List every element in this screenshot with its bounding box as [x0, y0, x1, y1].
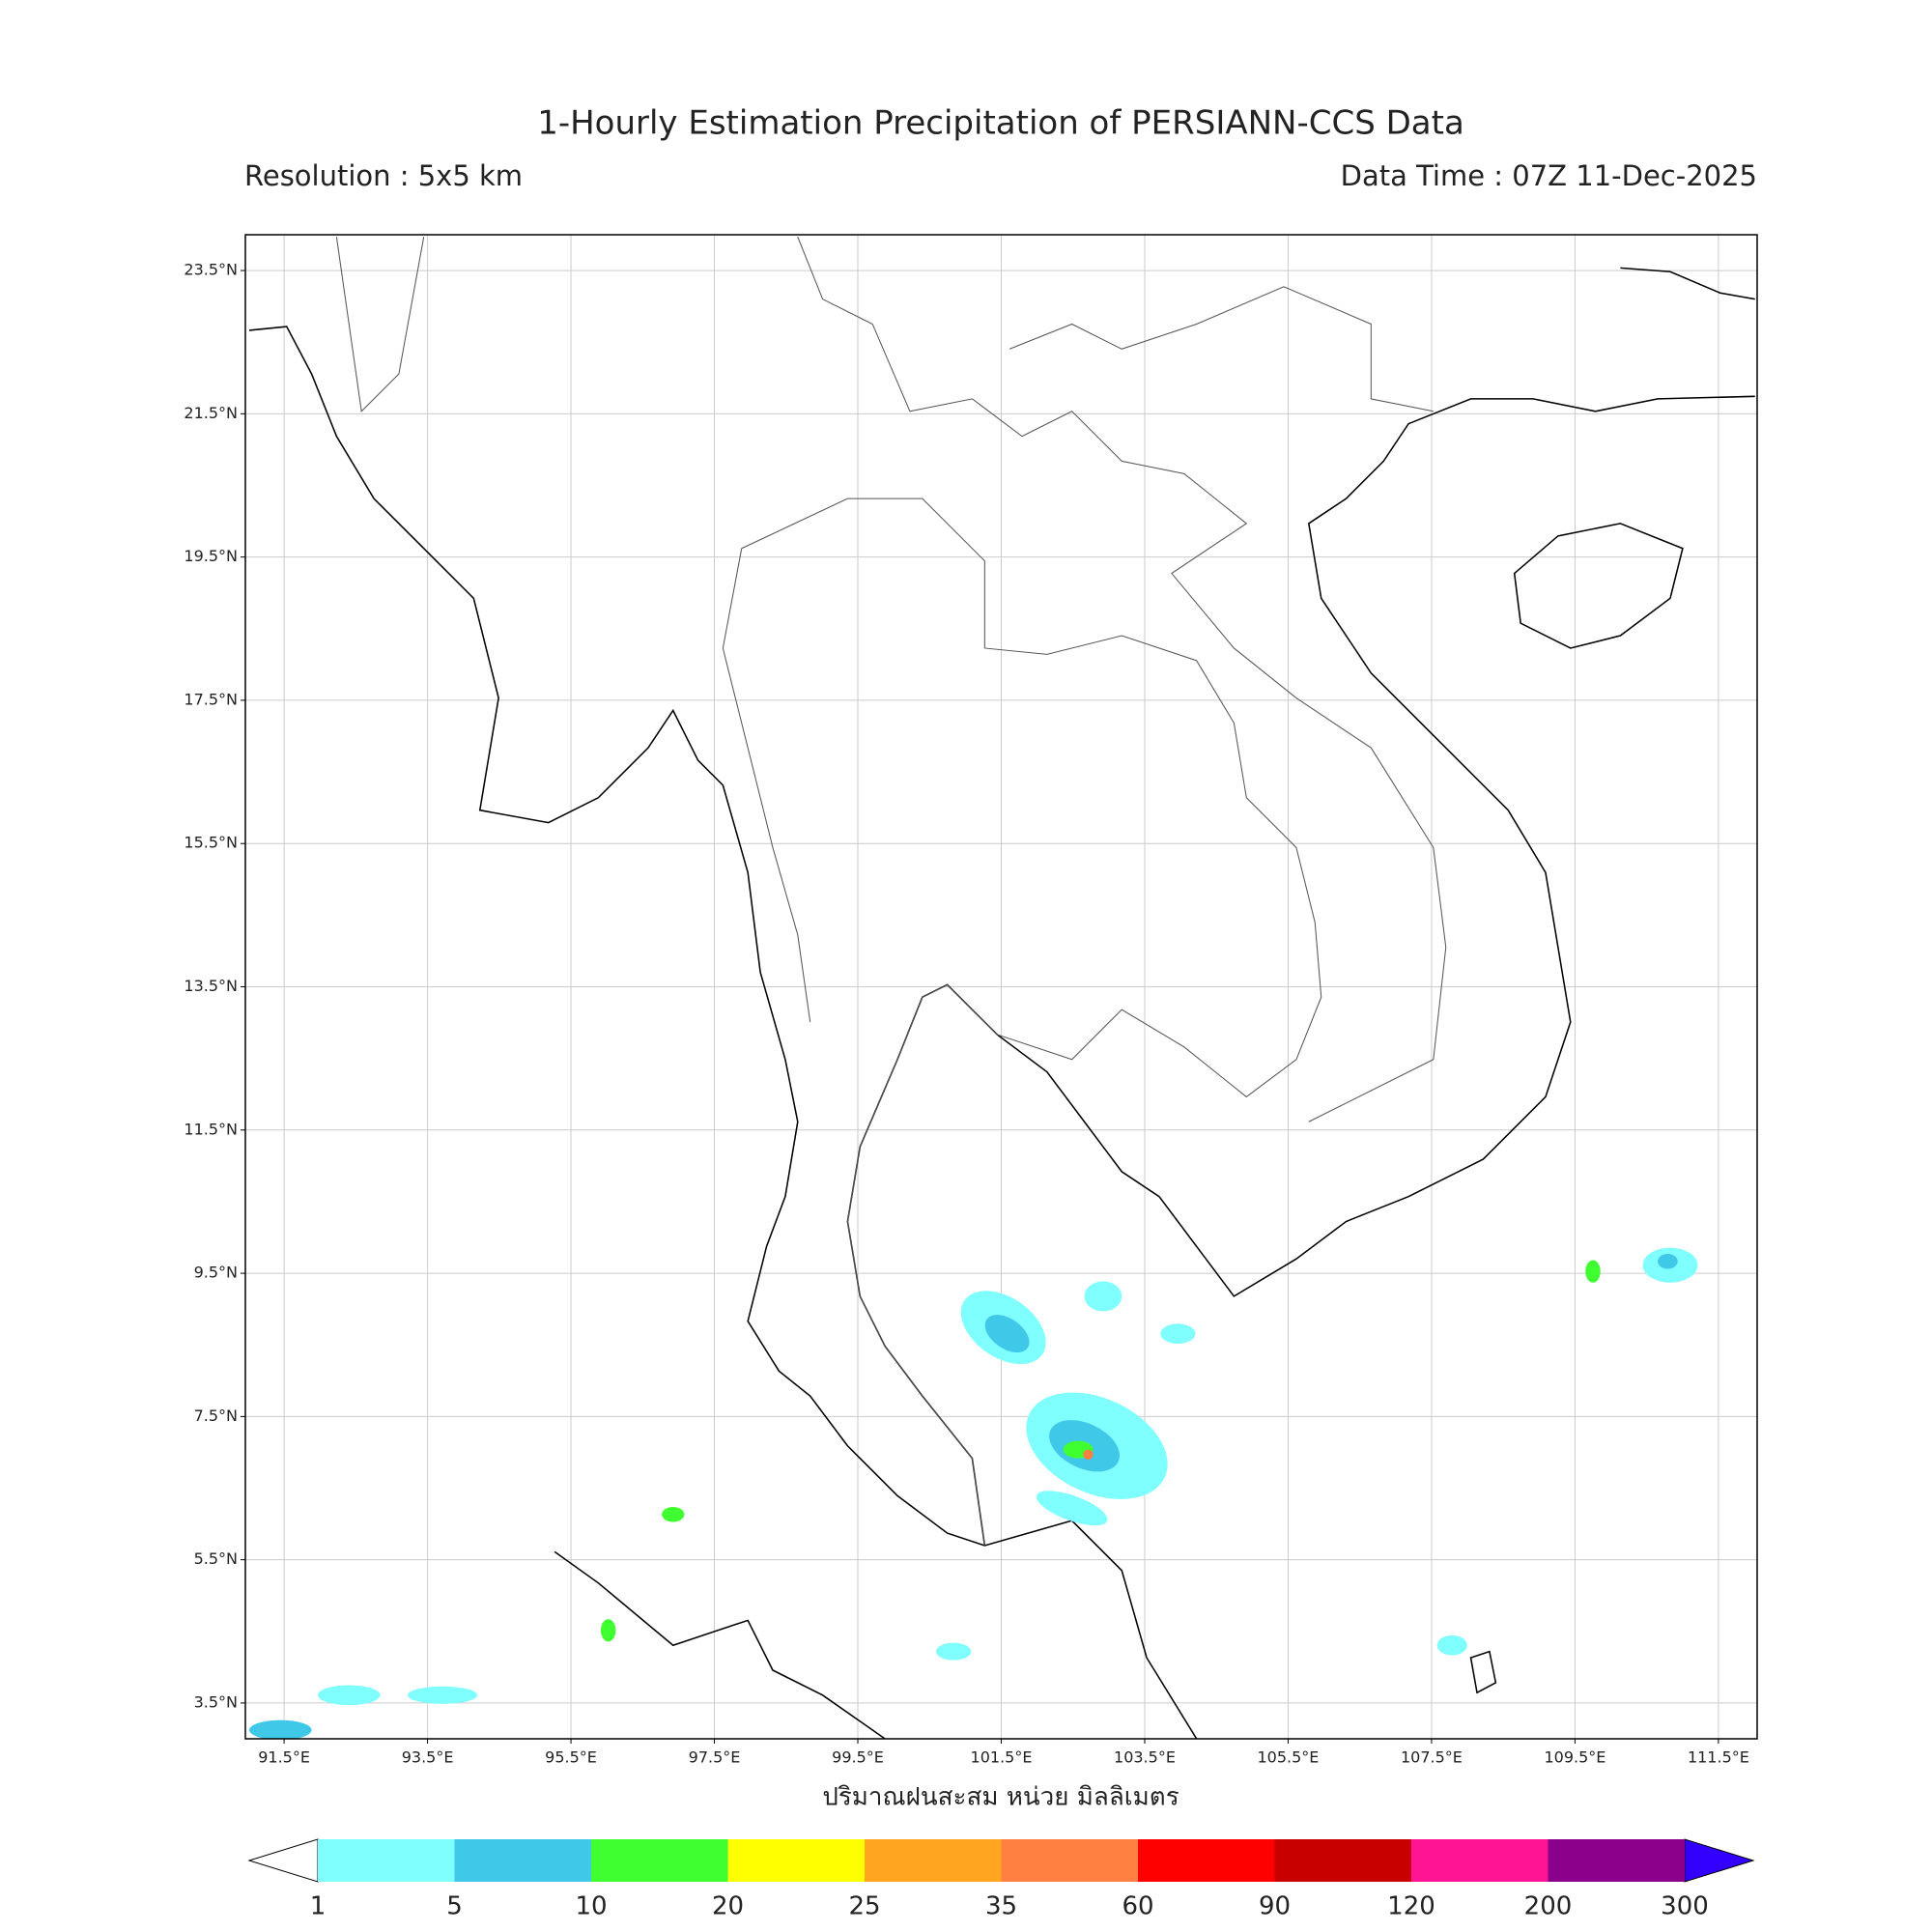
lon-tick-label: 105.5°E — [1258, 1748, 1320, 1767]
colorbar-segment — [727, 1839, 865, 1882]
rain-cell — [1160, 1323, 1196, 1344]
colorbar-label: 200 — [1524, 1892, 1573, 1921]
lon-tick-label: 95.5°E — [545, 1748, 597, 1767]
lat-tick-label: 9.5°N — [194, 1264, 238, 1282]
colorbar-over — [1684, 1838, 1755, 1883]
title: 1-Hourly Estimation Precipitation of PER… — [537, 104, 1464, 143]
colorbar-label: 5 — [446, 1892, 463, 1921]
colorbar-under — [247, 1838, 319, 1883]
lon-tick-label: 91.5°E — [258, 1748, 310, 1767]
colorbar-label: 60 — [1122, 1892, 1153, 1921]
lon-tick-label: 109.5°E — [1544, 1748, 1605, 1767]
lat-tick-label: 11.5°N — [184, 1120, 238, 1138]
rain-cell — [936, 1642, 972, 1661]
coastline — [846, 395, 1755, 1547]
rain-cell — [1037, 1491, 1108, 1526]
lat-tick-label: 3.5°N — [194, 1692, 238, 1711]
lat-tick-label: 15.5°N — [184, 834, 238, 852]
colorbar-segment — [591, 1839, 728, 1882]
lat-tick-label: 17.5°N — [184, 690, 238, 708]
colorbar-label: 10 — [575, 1892, 607, 1921]
x-axis-label: ปริมาณฝนสะสม หน่วย มิลลิเมตร — [822, 1783, 1179, 1812]
rain-cell — [1585, 1260, 1601, 1283]
lon-tick-label: 101.5°E — [971, 1748, 1033, 1767]
coastline — [248, 326, 1198, 1739]
rain-cells — [249, 1247, 1698, 1739]
country-border — [335, 236, 1447, 1122]
lat-tick-label: 5.5°N — [194, 1549, 238, 1568]
lon-tick-label: 111.5°E — [1688, 1748, 1749, 1767]
lat-tick-label: 23.5°N — [184, 261, 238, 279]
colorbar-segment — [1274, 1839, 1411, 1882]
rain-cell — [984, 1315, 1030, 1353]
resolution: Resolution : 5x5 km — [244, 159, 523, 192]
rain-cell — [249, 1719, 312, 1739]
rain-cell — [1084, 1281, 1122, 1312]
colorbar-segment — [318, 1839, 455, 1882]
colorbar-label: 25 — [848, 1892, 880, 1921]
coastline — [554, 1550, 886, 1739]
colorbar-segment — [454, 1839, 591, 1882]
colorbar-label: 90 — [1259, 1892, 1291, 1921]
rain-cell — [318, 1685, 381, 1706]
data-time: Data Time : 07Z 11-Dec-2025 — [1341, 159, 1757, 192]
colorbar-segment — [1548, 1839, 1685, 1882]
borneo — [1469, 1650, 1497, 1694]
hainan — [1513, 523, 1684, 649]
colorbar-segment — [865, 1839, 1002, 1882]
lat-tick-label: 21.5°N — [184, 404, 238, 422]
rain-cell — [407, 1686, 478, 1704]
colorbar-label: 120 — [1387, 1892, 1435, 1921]
colorbar-label: 35 — [985, 1892, 1017, 1921]
map-frame — [244, 234, 1758, 1740]
rain-cell — [1436, 1634, 1467, 1656]
colorbar-label: 300 — [1661, 1892, 1709, 1921]
colorbar-segment — [1138, 1839, 1275, 1882]
rain-cell — [1658, 1254, 1678, 1269]
coastline — [1620, 267, 1755, 300]
geography — [248, 236, 1755, 1739]
rain-cell — [1083, 1449, 1094, 1460]
lon-tick-label: 93.5°E — [402, 1748, 454, 1767]
rain-cell — [662, 1506, 685, 1522]
colorbar: 1 5 10 20 25 35 60 90 120 200 300 — [247, 1838, 1755, 1921]
thailand-border — [722, 497, 1322, 1547]
lon-tick-label: 97.5°E — [689, 1748, 741, 1767]
lon-tick-label: 99.5°E — [832, 1748, 884, 1767]
rain-cell — [600, 1619, 616, 1642]
lat-tick-label: 13.5°N — [184, 977, 238, 995]
lat-tick-label: 7.5°N — [194, 1406, 238, 1425]
colorbar-segment — [1001, 1839, 1138, 1882]
map-layer — [248, 236, 1755, 1739]
colorbar-label: 20 — [712, 1892, 744, 1921]
lon-tick-label: 107.5°E — [1401, 1748, 1463, 1767]
lon-tick-label: 103.5°E — [1114, 1748, 1176, 1767]
colorbar-segment — [1411, 1839, 1548, 1882]
lat-tick-label: 19.5°N — [184, 547, 238, 565]
grid — [241, 235, 1757, 1744]
colorbar-label: 1 — [310, 1892, 327, 1921]
